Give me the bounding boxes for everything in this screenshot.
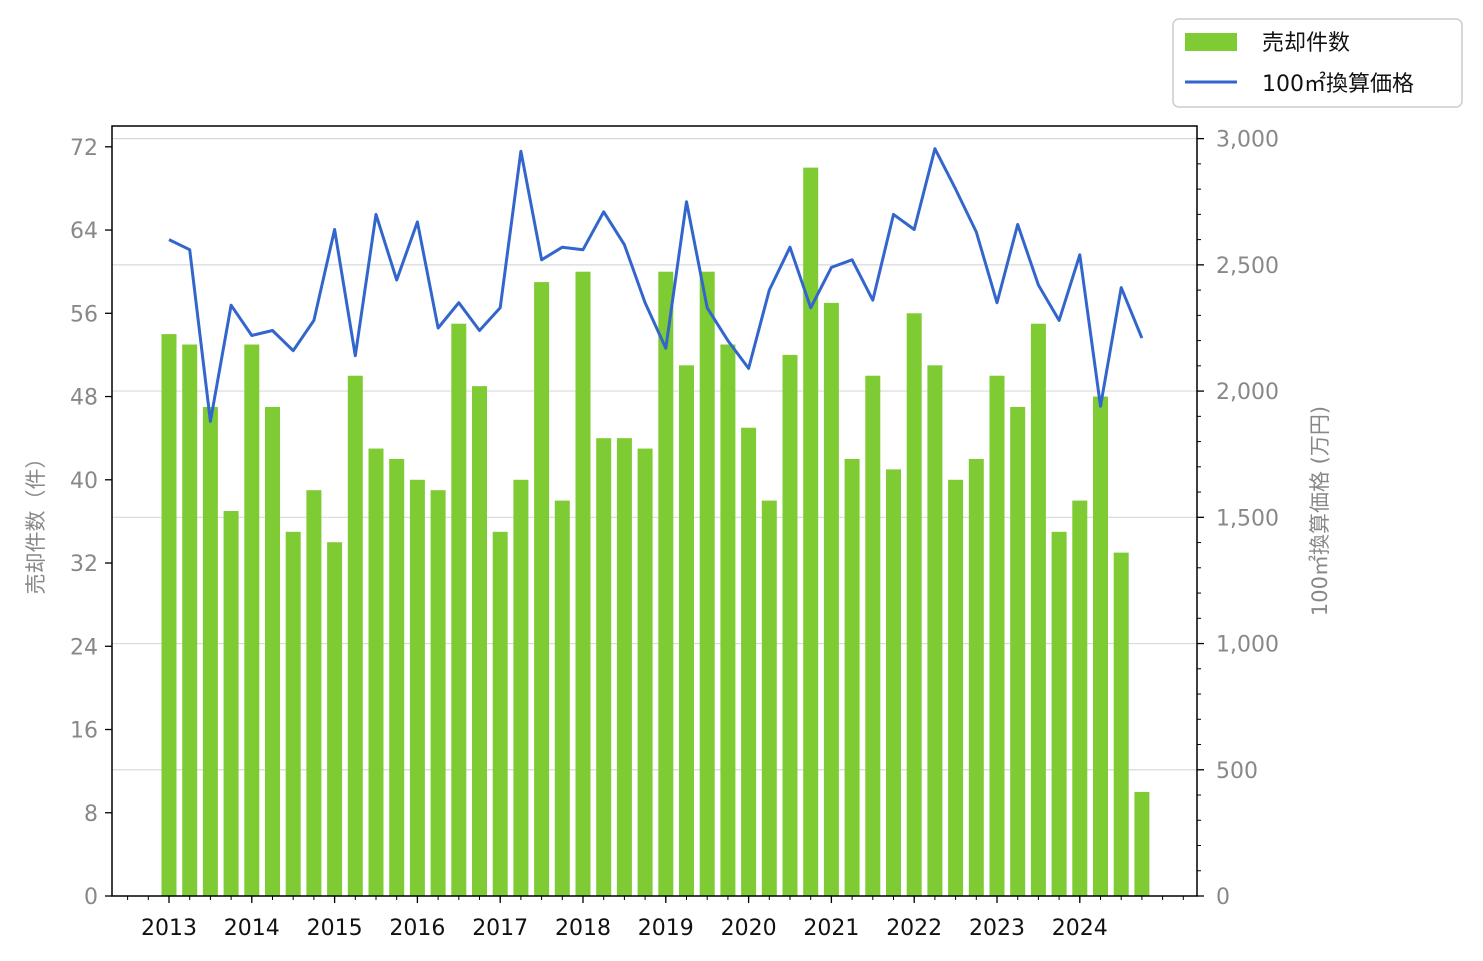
- left-tick-label-6: 48: [70, 386, 98, 411]
- line-series: [168, 147, 1144, 423]
- bar-44: [1072, 500, 1088, 896]
- x-tick-label-7: 2020: [721, 916, 777, 941]
- right-tick-label-2: 1,000: [1216, 633, 1279, 658]
- bar-40: [989, 375, 1005, 896]
- bar-35: [886, 469, 901, 896]
- bar-43: [1051, 531, 1067, 896]
- bar-17: [513, 479, 529, 896]
- bar-46: [1113, 552, 1129, 896]
- x-tick-label-11: 2024: [1052, 916, 1108, 941]
- bar-18: [534, 282, 550, 897]
- bar-22: [616, 438, 632, 896]
- x-tick-label-2: 2015: [307, 916, 363, 941]
- bar-14: [451, 323, 467, 896]
- left-tick-label-2: 16: [70, 719, 98, 744]
- bar-1: [182, 344, 198, 896]
- bar-8: [327, 542, 343, 896]
- bar-9: [347, 375, 363, 896]
- bar-45: [1093, 396, 1108, 896]
- bar-6: [285, 531, 301, 896]
- legend-swatch-bar: [1185, 33, 1237, 51]
- bar-26: [699, 271, 715, 897]
- legend-label-line: 100㎡換算価格: [1262, 71, 1414, 97]
- legend-frame: [1172, 18, 1463, 108]
- x-tick-label-6: 2019: [638, 916, 694, 941]
- bar-33: [844, 458, 860, 896]
- bar-27: [720, 344, 736, 896]
- bar-4: [244, 344, 260, 896]
- bar-41: [1010, 406, 1026, 896]
- x-tick-label-3: 2016: [389, 916, 445, 941]
- x-tick-label-8: 2021: [803, 916, 859, 941]
- bar-36: [906, 313, 922, 896]
- bar-38: [948, 479, 964, 896]
- x-tick-label-0: 2013: [141, 916, 197, 941]
- bar-19: [554, 500, 570, 896]
- bar-20: [575, 271, 591, 897]
- left-axis-title: 売却件数（件）: [24, 448, 48, 595]
- x-tick-label-1: 2014: [224, 916, 280, 941]
- bar-47: [1134, 791, 1150, 896]
- x-tick-label-4: 2017: [472, 916, 528, 941]
- left-tick-label-3: 24: [70, 635, 98, 660]
- bar-11: [389, 458, 405, 896]
- right-axis-title: 100㎡換算価格 (万円): [1308, 406, 1332, 616]
- left-tick-label-0: 0: [84, 885, 98, 910]
- bar-13: [430, 490, 446, 896]
- right-tick-label-5: 2,500: [1216, 254, 1279, 279]
- right-tick-label-1: 500: [1216, 759, 1258, 784]
- right-axis: 0 500 1,000 1,500 2,000 2,500 3,000: [1197, 128, 1279, 910]
- price-line: [168, 147, 1144, 423]
- bar-30: [782, 354, 798, 896]
- bar-3: [223, 511, 239, 896]
- bar-37: [927, 365, 943, 896]
- bar-29: [761, 500, 777, 896]
- bar-10: [368, 448, 384, 896]
- bar-23: [637, 448, 653, 896]
- left-tick-label-8: 64: [70, 219, 98, 244]
- legend-label-bar: 売却件数: [1262, 31, 1350, 56]
- bar-12: [409, 479, 425, 896]
- bar-series: [161, 167, 1150, 897]
- left-tick-label-4: 32: [70, 552, 98, 577]
- bar-0: [161, 334, 177, 896]
- left-tick-label-5: 40: [70, 469, 98, 494]
- bar-25: [679, 365, 694, 896]
- bar-15: [472, 386, 487, 896]
- left-tick-label-7: 56: [70, 302, 98, 327]
- x-tick-label-9: 2022: [886, 916, 942, 941]
- legend: 売却件数 100㎡換算価格: [1172, 18, 1463, 108]
- bar-2: [202, 406, 218, 896]
- bar-16: [492, 531, 508, 896]
- x-axis: 2013 2014 2015 2016 2017 2018 2019 2020 2021 2022…: [127, 896, 1184, 941]
- bar-28: [741, 427, 757, 896]
- bar-5: [265, 406, 280, 896]
- left-axis: 0 8 16 24 32 40 48 56 64 72: [70, 136, 112, 910]
- left-tick-label-9: 72: [70, 136, 98, 161]
- left-tick-label-1: 8: [84, 802, 98, 827]
- right-tick-label-3: 1,500: [1216, 506, 1279, 531]
- right-tick-label-0: 0: [1216, 885, 1230, 910]
- right-tick-label-4: 2,000: [1216, 380, 1279, 405]
- bar-7: [306, 490, 322, 896]
- bar-31: [803, 167, 819, 896]
- bar-34: [865, 375, 881, 896]
- plot-frame: [111, 125, 1198, 897]
- right-tick-label-6: 3,000: [1216, 128, 1279, 153]
- bar-32: [823, 302, 839, 896]
- x-tick-label-5: 2018: [555, 916, 611, 941]
- bar-24: [658, 271, 674, 897]
- x-tick-label-10: 2023: [969, 916, 1025, 941]
- bar-21: [596, 438, 612, 896]
- bar-39: [968, 458, 984, 896]
- bar-42: [1030, 323, 1046, 896]
